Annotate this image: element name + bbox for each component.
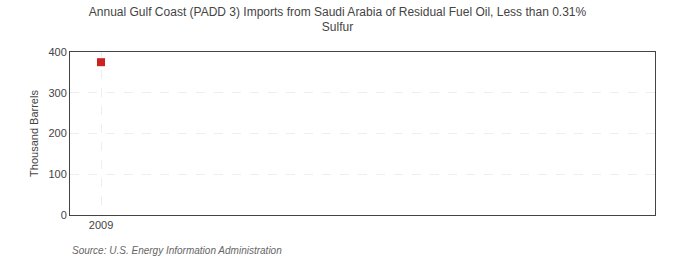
svg-text:2009: 2009 <box>89 219 113 231</box>
svg-text:300: 300 <box>48 87 66 99</box>
svg-text:Annual Gulf Coast (PADD 3) Imp: Annual Gulf Coast (PADD 3) Imports from … <box>89 5 587 35</box>
svg-text:200: 200 <box>48 127 66 139</box>
svg-text:Thousand Barrels: Thousand Barrels <box>28 90 40 177</box>
svg-text:100: 100 <box>48 168 66 180</box>
svg-text:Source: U.S. Energy Informatio: Source: U.S. Energy Information Administ… <box>72 245 282 256</box>
svg-text:400: 400 <box>48 46 66 58</box>
svg-text:0: 0 <box>61 209 67 221</box>
